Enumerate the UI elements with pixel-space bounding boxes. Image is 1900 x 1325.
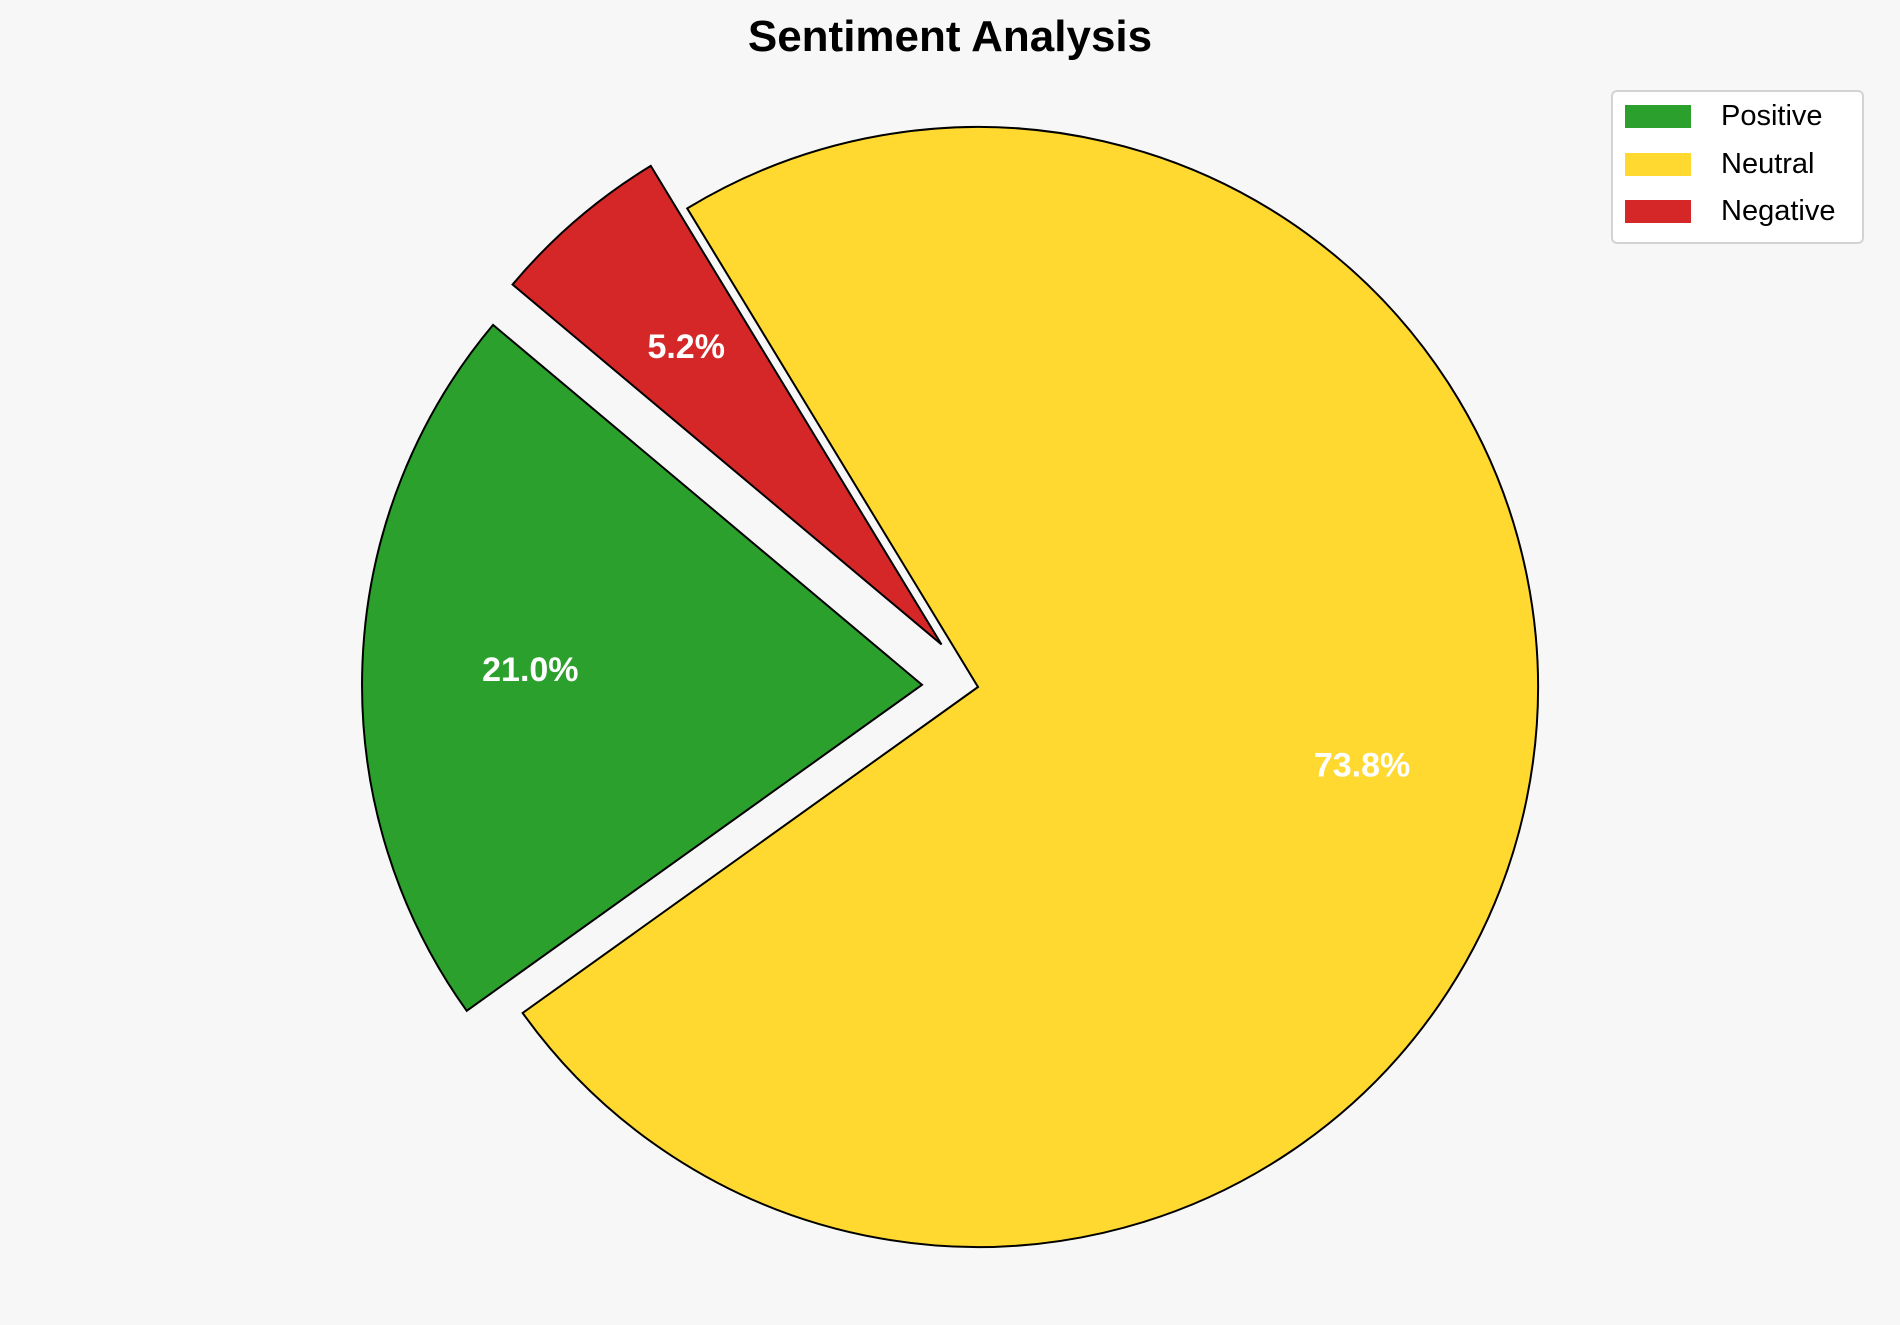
legend-item-neutral: Neutral [1625,147,1815,180]
pie-label-neutral: 73.8% [1314,747,1410,785]
pie-slice-negative [511,164,943,646]
legend-item-positive: Positive [1625,99,1823,132]
legend-label: Neutral [1721,147,1815,180]
legend-label: Negative [1721,194,1836,227]
legend: Positive Neutral Negative [1611,90,1864,244]
pie-slice-neutral [521,126,1539,1248]
pie-label-positive: 21.0% [482,651,578,689]
legend-label: Positive [1721,99,1823,132]
pie-slice-positive [361,323,924,1013]
pie-label-negative: 5.2% [647,328,725,366]
chart-title: Sentiment Analysis [747,12,1153,61]
legend-item-negative: Negative [1625,194,1836,227]
legend-swatch-positive [1625,104,1691,128]
legend-swatch-negative [1625,199,1691,223]
legend-swatch-neutral [1625,152,1691,176]
